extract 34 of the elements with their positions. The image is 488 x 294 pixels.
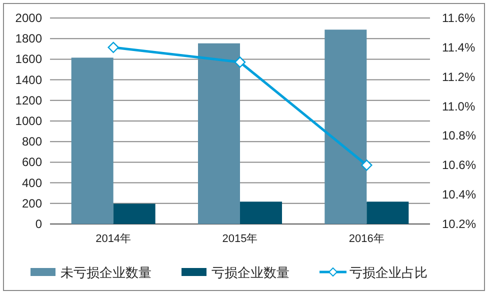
y-tick-label: 1200: [15, 93, 42, 108]
point: [108, 42, 119, 54]
y2-tick-label: 11.4%: [442, 40, 476, 54]
y-tick-label: 800: [22, 134, 42, 149]
point: [361, 160, 372, 171]
legend-label: 未亏损企业数量: [60, 265, 152, 280]
y2-tick-label: 11.2%: [442, 70, 476, 84]
y2-tick-label: 10.8%: [442, 128, 476, 143]
bar: [324, 30, 367, 224]
y-tick-label: 2000: [15, 11, 42, 25]
y2-tick-label: 10.2%: [442, 217, 476, 231]
bar: [366, 202, 409, 224]
legend-label: 亏损企业占比: [350, 265, 428, 280]
y-tick-label: 600: [22, 155, 42, 170]
x-tick-label: 2016年: [348, 233, 384, 245]
bar: [240, 202, 282, 224]
y2-tick-label: 10.6%: [442, 158, 476, 172]
bar: [198, 43, 240, 224]
y-tick-label: 1000: [15, 114, 42, 128]
y-tick-label: 1600: [15, 52, 42, 66]
point: [234, 56, 246, 68]
x-tick-label: 2014年: [96, 233, 132, 245]
y2-tick-label: 10.4%: [442, 188, 476, 202]
bar: [71, 58, 114, 224]
x-tick-label: 2015年: [222, 233, 258, 245]
y-tick-label: 0: [35, 217, 42, 231]
y-tick-label: 400: [22, 176, 42, 190]
y-tick-label: 1800: [15, 32, 42, 46]
legend-label: 亏损企业数量: [212, 265, 290, 280]
y-tick-label: 1400: [15, 72, 42, 87]
y2-tick-label: 11.6%: [442, 11, 476, 25]
bar: [113, 204, 156, 224]
y-tick-label: 200: [22, 196, 42, 210]
y2-tick-label: 11.0%: [442, 99, 476, 114]
